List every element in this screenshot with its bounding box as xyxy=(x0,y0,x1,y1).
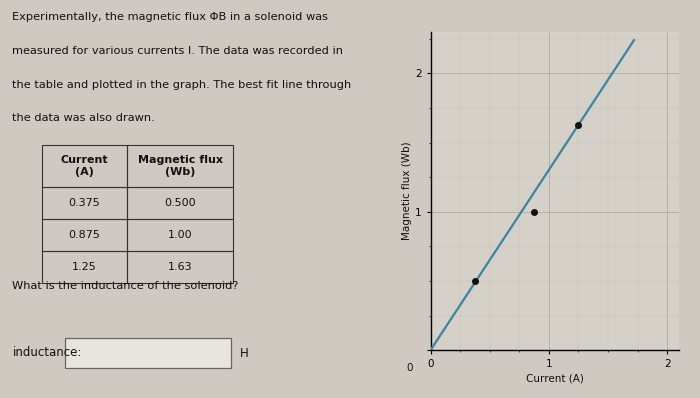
Text: Current
(A): Current (A) xyxy=(60,155,108,177)
Bar xyxy=(42,219,127,251)
Text: measured for various currents I. The data was recorded in: measured for various currents I. The dat… xyxy=(13,46,344,56)
Text: 1.00: 1.00 xyxy=(168,230,193,240)
Text: 1.25: 1.25 xyxy=(72,261,97,272)
X-axis label: Current (A): Current (A) xyxy=(526,373,584,383)
Bar xyxy=(64,338,231,368)
Bar xyxy=(127,187,233,219)
Bar xyxy=(42,251,127,283)
Point xyxy=(573,121,584,128)
Bar xyxy=(42,187,127,219)
Text: 0: 0 xyxy=(406,363,412,373)
Text: 0.875: 0.875 xyxy=(69,230,100,240)
Point xyxy=(469,278,480,284)
Text: 0.375: 0.375 xyxy=(69,198,100,208)
Text: H: H xyxy=(240,347,249,360)
Text: the data was also drawn.: the data was also drawn. xyxy=(13,113,155,123)
Bar xyxy=(127,219,233,251)
Bar xyxy=(127,251,233,283)
Text: 1.63: 1.63 xyxy=(168,261,193,272)
Bar xyxy=(127,145,233,187)
Text: Magnetic flux
(Wb): Magnetic flux (Wb) xyxy=(138,155,223,177)
Point xyxy=(528,209,540,215)
Bar xyxy=(42,145,127,187)
Text: Experimentally, the magnetic flux ΦB in a solenoid was: Experimentally, the magnetic flux ΦB in … xyxy=(13,12,328,22)
Text: What is the inductance of the solenoid?: What is the inductance of the solenoid? xyxy=(13,281,239,291)
Y-axis label: Magnetic flux (Wb): Magnetic flux (Wb) xyxy=(402,142,412,240)
Text: inductance:: inductance: xyxy=(13,346,82,359)
Text: 0.500: 0.500 xyxy=(164,198,196,208)
Text: the table and plotted in the graph. The best fit line through: the table and plotted in the graph. The … xyxy=(13,80,351,90)
